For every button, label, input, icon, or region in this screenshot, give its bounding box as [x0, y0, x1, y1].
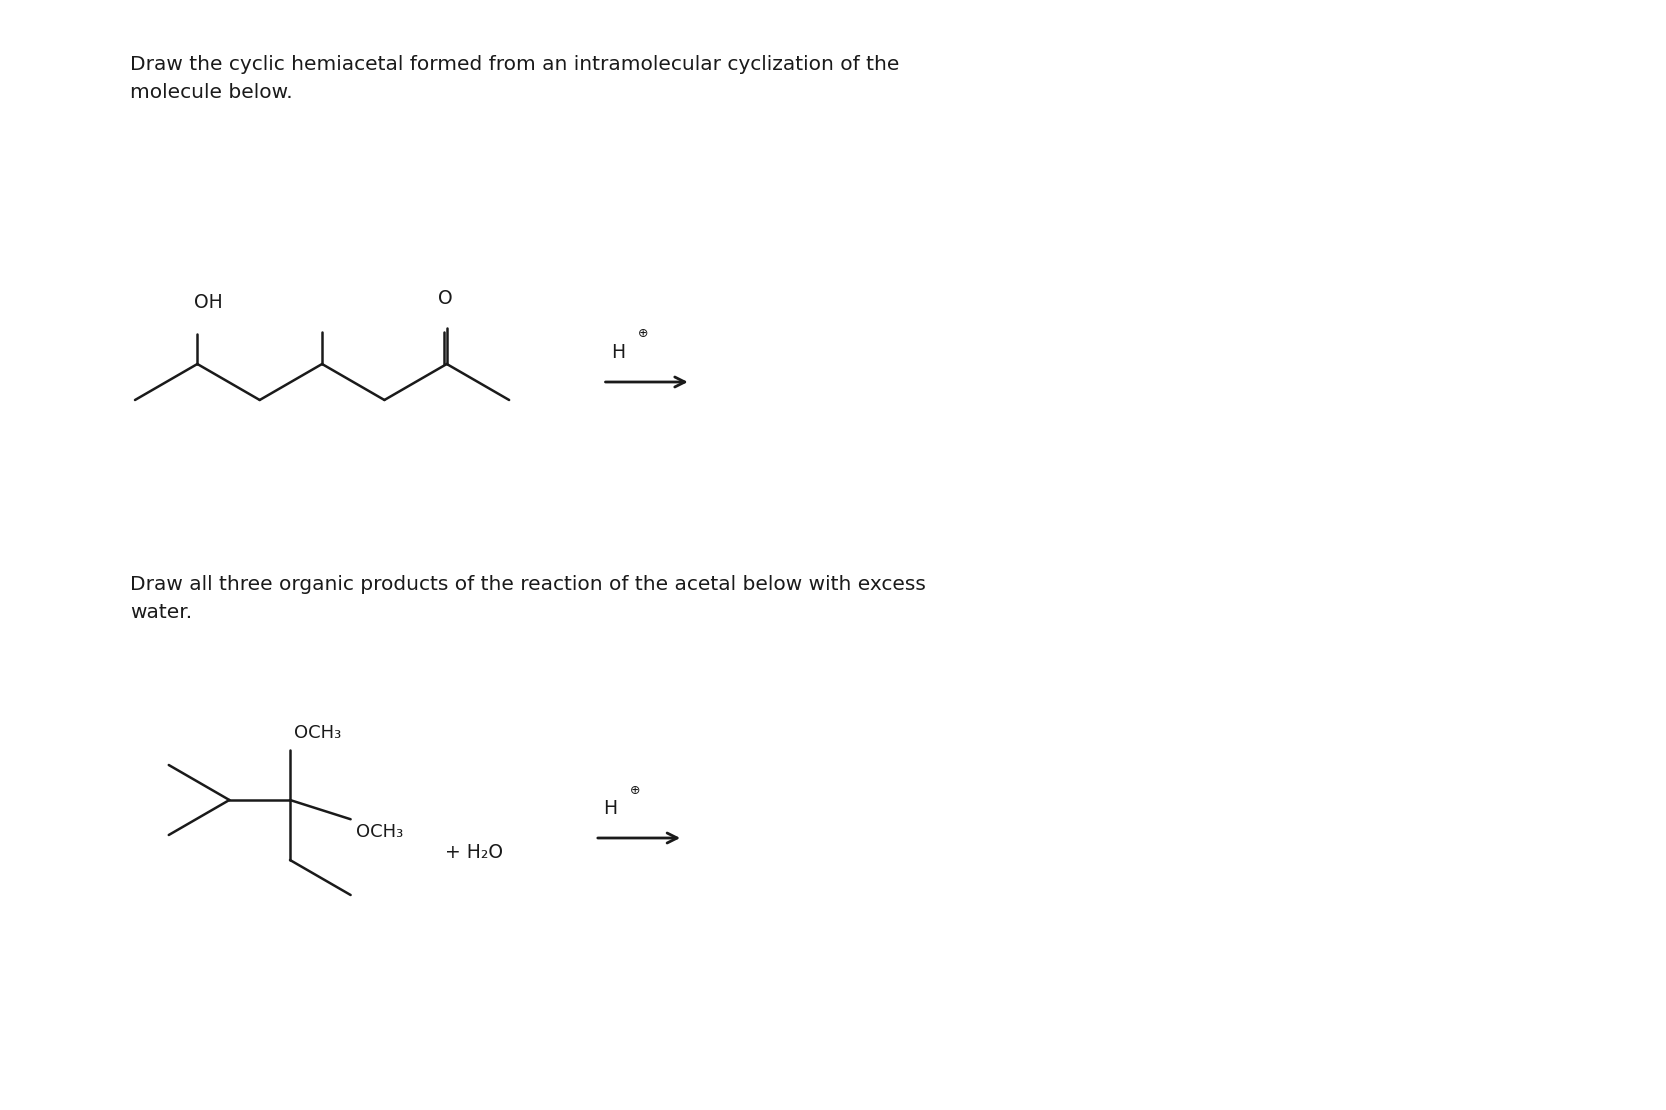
Text: Draw all three organic products of the reaction of the acetal below with excess
: Draw all three organic products of the r… — [130, 575, 926, 622]
Text: OCH₃: OCH₃ — [355, 824, 403, 841]
Text: ⊕: ⊕ — [638, 327, 648, 341]
Text: O: O — [438, 289, 453, 307]
Text: ⊕: ⊕ — [630, 784, 640, 797]
Text: + H₂O: + H₂O — [445, 842, 503, 861]
Text: H: H — [611, 343, 625, 362]
Text: OCH₃: OCH₃ — [293, 724, 342, 741]
Text: OH: OH — [195, 293, 223, 312]
Text: H: H — [603, 798, 616, 817]
Text: Draw the cyclic hemiacetal formed from an intramolecular cyclization of the
mole: Draw the cyclic hemiacetal formed from a… — [130, 56, 900, 102]
